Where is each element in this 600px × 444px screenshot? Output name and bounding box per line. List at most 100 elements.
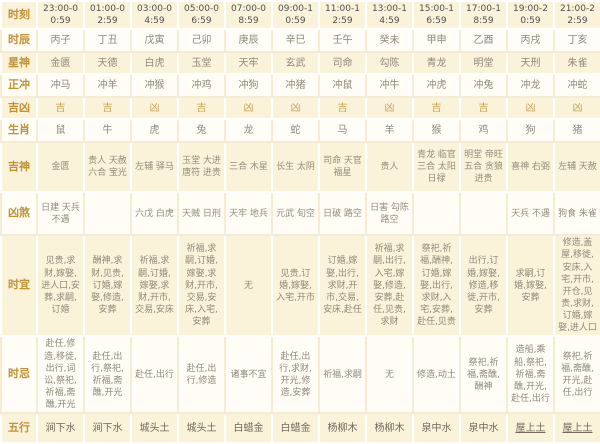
shiyi-cell-8: 祭祀,祈福,酬神,订婚,嫁娶,出行,求财,入宅,安葬,赴任,见贵: [412, 234, 461, 338]
xiongsha-cell-1: [83, 191, 132, 237]
xiongsha-cell-6: 日破 路空: [318, 191, 367, 237]
shiji-cell-4: 诸事不宜: [224, 335, 273, 415]
xingshen-cell-11: 朱雀: [553, 51, 600, 76]
xingshen-cell-10: 天刑: [506, 51, 555, 76]
zhengchong-cell-10: 冲龙: [506, 73, 555, 99]
jixiong-cell-10: 凶: [506, 96, 555, 121]
shike-cell-11: 21:00-22:59: [553, 0, 600, 31]
jishen-cell-5: 长生 太阴: [271, 141, 320, 194]
shiji-cell-10: 造船,乘船,祭祀,祈福,斋醮,开光,赴任,出行: [506, 335, 555, 415]
wuxing-cell-6: 杨柳木: [318, 412, 367, 444]
row-wuxing: 五行 涧下水 涧下水 城头土 城头土 白蜡金 白蜡金 杨柳木 杨柳木 泉中水 泉中水 屋上土 屋上土: [0, 412, 600, 444]
xiongsha-cell-8: [412, 191, 461, 237]
shichen-cell-2: 戊寅: [130, 28, 179, 54]
shichen-cell-4: 庚辰: [224, 28, 273, 54]
shichen-cell-3: 己卯: [177, 28, 226, 54]
row-zhengchong: 正冲 冲马 冲羊 冲猴 冲鸡 冲狗 冲猪 冲鼠 冲牛 冲虎 冲兔 冲龙 冲蛇: [0, 73, 600, 99]
zhengchong-cell-9: 冲兔: [459, 73, 508, 99]
shichen-cell-7: 癸未: [365, 28, 414, 54]
jishen-cell-9: 明堂 帝旺 五合 贪狼 进贵: [459, 141, 508, 194]
shiyi-cell-4: 无: [224, 234, 273, 338]
row-label-zhengchong: 正冲: [0, 73, 38, 99]
jishen-cell-11: 左辅 天赦: [553, 141, 600, 194]
shiji-cell-6: 祈福,求嗣: [318, 335, 367, 415]
shengxiao-cell-10: 狗: [506, 118, 555, 144]
shike-cell-9: 17:00-18:59: [459, 0, 508, 31]
shike-cell-2: 03:00-04:59: [130, 0, 179, 31]
row-label-wuxing: 五行: [0, 412, 38, 444]
wuxing-cell-3: 城头土: [177, 412, 226, 444]
xingshen-cell-0: 金匮: [36, 51, 85, 76]
jixiong-cell-1: 吉: [83, 96, 132, 121]
xiongsha-cell-9: [459, 191, 508, 237]
row-shiji: 时忌 赴任,修造,移徙,出行,词讼,祭祀,祈福,斋醮,开光 赴任,出行,祭祀,祈福,…: [0, 335, 600, 415]
shengxiao-cell-3: 兔: [177, 118, 226, 144]
shichen-cell-11: 丁亥: [553, 28, 600, 54]
shiji-cell-9: 祭祀,祈福,斋醮,酬神: [459, 335, 508, 415]
zhengchong-cell-8: 冲虎: [412, 73, 461, 99]
xingshen-cell-2: 白虎: [130, 51, 179, 76]
shiyi-cell-5: 见贵,订婚,嫁娶,入宅,开市: [271, 234, 320, 338]
jishen-cell-3: 玉堂 大进 唐符 进贵: [177, 141, 226, 194]
jishen-cell-6: 司命 天官 福星: [318, 141, 367, 194]
zhengchong-cell-0: 冲马: [36, 73, 85, 99]
xingshen-cell-7: 勾陈: [365, 51, 414, 76]
wuxing-cell-4: 白蜡金: [224, 412, 273, 444]
jixiong-cell-4: 凶: [224, 96, 273, 121]
row-label-xiongsha: 凶煞: [0, 191, 38, 237]
xingshen-cell-1: 天德: [83, 51, 132, 76]
shichen-cell-10: 丙戌: [506, 28, 555, 54]
shike-cell-0: 23:00-00:59: [36, 0, 85, 31]
xingshen-cell-4: 天牢: [224, 51, 273, 76]
wuxing-cell-0: 涧下水: [36, 412, 85, 444]
jishen-cell-2: 左辅 驿马: [130, 141, 179, 194]
wuxing-cell-7: 杨柳木: [365, 412, 414, 444]
shengxiao-cell-1: 牛: [83, 118, 132, 144]
shichen-cell-8: 甲申: [412, 28, 461, 54]
row-label-shiyi: 时宜: [0, 234, 38, 338]
shichen-cell-9: 乙酉: [459, 28, 508, 54]
shiyi-cell-10: 求嗣,订婚,嫁娶,安葬: [506, 234, 555, 338]
row-label-shengxiao: 生肖: [0, 118, 38, 144]
zhengchong-cell-4: 冲狗: [224, 73, 273, 99]
shengxiao-cell-7: 羊: [365, 118, 414, 144]
row-shike: 时刻 23:00-00:59 01:00-02:59 03:00-04:59 05:00…: [0, 0, 600, 31]
shiji-cell-7: 无: [365, 335, 414, 415]
jixiong-cell-6: 吉: [318, 96, 367, 121]
shiyi-cell-6: 订婚,嫁娶,出行,求财,开市,交易,安床,赴任: [318, 234, 367, 338]
shike-cell-3: 05:00-06:59: [177, 0, 226, 31]
shike-cell-1: 01:00-02:59: [83, 0, 132, 31]
jixiong-cell-0: 吉: [36, 96, 85, 121]
shichen-cell-1: 丁丑: [83, 28, 132, 54]
shengxiao-cell-8: 猴: [412, 118, 461, 144]
shiyi-cell-9: 出行,订婚,嫁娶,修造,移徙,开市,安葬: [459, 234, 508, 338]
xingshen-cell-5: 玄武: [271, 51, 320, 76]
xingshen-cell-6: 司命: [318, 51, 367, 76]
row-jixiong: 吉凶吉吉凶吉凶凶吉凶吉吉凶凶: [0, 96, 600, 121]
shengxiao-cell-9: 鸡: [459, 118, 508, 144]
row-label-shichen: 时辰: [0, 28, 38, 54]
jixiong-cell-7: 凶: [365, 96, 414, 121]
xiongsha-cell-3: 天贼 日刑: [177, 191, 226, 237]
wuxing-cell-10[interactable]: 屋上土: [506, 412, 555, 444]
row-xingshen: 星神 金匮 天德 白虎 玉堂 天牢 玄武 司命 勾陈 青龙 明堂 天刑 朱雀: [0, 51, 600, 76]
wuxing-cell-9: 泉中水: [459, 412, 508, 444]
shengxiao-cell-4: 龙: [224, 118, 273, 144]
jixiong-cell-8: 吉: [412, 96, 461, 121]
xiongsha-cell-11: 狗食 朱雀: [553, 191, 600, 237]
shiji-cell-0: 赴任,修造,移徙,出行,词讼,祭祀,祈福,斋醮,开光: [36, 335, 85, 415]
xiongsha-cell-7: 日害 勾陈 路空: [365, 191, 414, 237]
shengxiao-cell-11: 猪: [553, 118, 600, 144]
zhengchong-cell-3: 冲鸡: [177, 73, 226, 99]
shengxiao-cell-2: 虎: [130, 118, 179, 144]
jishen-cell-7: 贵人: [365, 141, 414, 194]
shiji-cell-11: 祭祀,祈福,斋醮,开光,赴任,出行: [553, 335, 600, 415]
shike-cell-6: 11:00-12:59: [318, 0, 367, 31]
wuxing-cell-11[interactable]: 屋上土: [553, 412, 600, 444]
row-label-jixiong: 吉凶: [0, 96, 38, 121]
wuxing-cell-2: 城头土: [130, 412, 179, 444]
shiyi-cell-1: 酬神,求财,见贵,订婚,嫁娶,修造,安葬: [83, 234, 132, 338]
shiyi-cell-7: 祈福,求嗣,出行,入宅,嫁娶,修造,安葬,赴任,见贵,求财: [365, 234, 414, 338]
row-label-jishen: 吉神: [0, 141, 38, 194]
